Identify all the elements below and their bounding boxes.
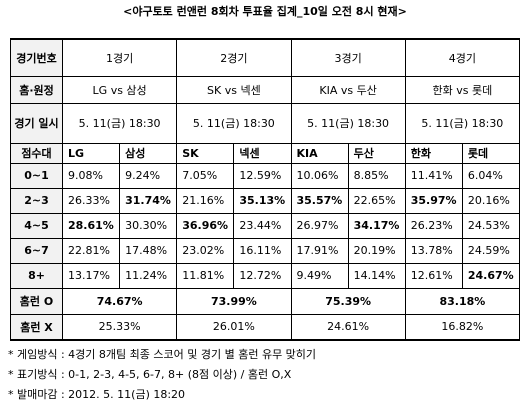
cell: 5. 11(금) 18:30: [176, 102, 292, 144]
cell: 두산: [347, 142, 406, 164]
notes: * 게임방식 : 4경기 8개팀 최종 스코어 및 경기 별 홈런 유무 맞히기…: [8, 345, 316, 405]
cell: 8.85%: [347, 162, 406, 189]
cell: 한화 vs 롯데: [404, 75, 521, 104]
table-row: 홈·원정 LG vs 삼성 SK vs 넥센 KIA vs 두산 한화 vs 롯데: [10, 75, 521, 104]
cell: 17.91%: [290, 237, 349, 264]
cell: 삼성: [119, 142, 178, 164]
cell: 83.18%: [404, 287, 521, 315]
cell: 13.78%: [404, 237, 463, 264]
cell: 12.72%: [233, 262, 292, 289]
cell: 26.23%: [404, 212, 463, 239]
cell: 35.97%: [404, 187, 463, 214]
table-row: 2~3 26.33% 31.74% 21.16% 35.13% 35.57% 22.65% 3…: [10, 187, 521, 214]
cell: 34.17%: [347, 212, 406, 239]
cell: SK vs 넥센: [176, 75, 292, 104]
cell: 5. 11(금) 18:30: [61, 102, 178, 144]
cell: 26.97%: [290, 212, 349, 239]
cell: 5. 11(금) 18:30: [290, 102, 406, 144]
cell: 13.17%: [61, 262, 121, 289]
cell: 24.53%: [461, 212, 521, 239]
table-row: 홈런 X 25.33% 26.01% 24.61% 16.82%: [10, 313, 521, 341]
cell: 75.39%: [290, 287, 406, 315]
table-row: 홈런 O 74.67% 73.99% 75.39% 83.18%: [10, 287, 521, 315]
cell: 12.59%: [233, 162, 292, 189]
cell: 11.81%: [176, 262, 235, 289]
cell: 한화: [404, 142, 463, 164]
cell: 30.30%: [119, 212, 178, 239]
cell: 25.33%: [61, 313, 178, 341]
cell: 28.61%: [61, 212, 121, 239]
table-row: 8+ 13.17% 11.24% 11.81% 12.72% 9.49% 14.14% 12.…: [10, 262, 521, 289]
cell: 36.96%: [176, 212, 235, 239]
table-row: 경기번호 1경기 2경기 3경기 4경기: [10, 38, 521, 77]
cell: LG vs 삼성: [61, 75, 178, 104]
cell: 9.08%: [61, 162, 121, 189]
cell: 21.16%: [176, 187, 235, 214]
note: * 게임방식 : 4경기 8개팀 최종 스코어 및 경기 별 홈런 유무 맞히기: [8, 348, 317, 361]
cell: 9.49%: [290, 262, 349, 289]
cell: 22.65%: [347, 187, 406, 214]
cell: 31.74%: [119, 187, 178, 214]
cell: 35.13%: [233, 187, 292, 214]
cell: 홈런 O: [10, 287, 63, 315]
note: * 표기방식 : 0-1, 2-3, 4-5, 6-7, 8+ (8점 이상) …: [8, 368, 292, 381]
cell: 24.61%: [290, 313, 406, 341]
cell: 22.81%: [61, 237, 121, 264]
cell: 경기번호: [10, 38, 63, 77]
table-row: 4~5 28.61% 30.30% 36.96% 23.44% 26.97% 34.17% 2…: [10, 212, 521, 239]
cell: 11.24%: [119, 262, 178, 289]
cell: 35.57%: [290, 187, 349, 214]
cell: 16.82%: [404, 313, 521, 341]
cell: 4~5: [10, 212, 63, 239]
cell: 17.48%: [119, 237, 178, 264]
cell: 4경기: [404, 38, 521, 77]
cell: 20.19%: [347, 237, 406, 264]
note: * 발매마감 : 2012. 5. 11(금) 18:20: [8, 388, 186, 401]
vote-table: 경기번호 1경기 2경기 3경기 4경기 홈·원정 LG vs 삼성 SK vs 넥센 KIA …: [10, 38, 521, 341]
cell: 5. 11(금) 18:30: [404, 102, 521, 144]
cell: KIA: [290, 142, 349, 164]
cell: 24.59%: [461, 237, 521, 264]
cell: 16.11%: [233, 237, 292, 264]
cell: 26.01%: [176, 313, 292, 341]
cell: 8+: [10, 262, 63, 289]
cell: 1경기: [61, 38, 178, 77]
table-row: 경기 일시 5. 11(금) 18:30 5. 11(금) 18:30 5. 11(금…: [10, 102, 521, 144]
cell: LG: [61, 142, 121, 164]
title: <야구토토 런앤런 8회차 투표율 집계_10일 오전 8시 현재>: [123, 5, 407, 18]
cell: 경기 일시: [10, 102, 63, 144]
cell: 24.67%: [461, 262, 521, 289]
cell: 10.06%: [290, 162, 349, 189]
table-row: 6~7 22.81% 17.48% 23.02% 16.11% 17.91% 20.19% 1…: [10, 237, 521, 264]
table-row: 점수대 LG 삼성 SK 넥센 KIA 두산 한화 롯데: [10, 142, 521, 164]
cell: 74.67%: [61, 287, 178, 315]
cell: 73.99%: [176, 287, 292, 315]
cell: 홈런 X: [10, 313, 63, 341]
cell: 3경기: [290, 38, 406, 77]
cell: 넥센: [233, 142, 292, 164]
cell: 2~3: [10, 187, 63, 214]
cell: 0~1: [10, 162, 63, 189]
cell: 23.44%: [233, 212, 292, 239]
cell: 11.41%: [404, 162, 463, 189]
cell: 6.04%: [461, 162, 521, 189]
cell: 26.33%: [61, 187, 121, 214]
table-row: 0~1 9.08% 9.24% 7.05% 12.59% 10.06% 8.85% 11.41…: [10, 162, 521, 189]
cell: 6~7: [10, 237, 63, 264]
cell: 롯데: [461, 142, 521, 164]
cell: 9.24%: [119, 162, 178, 189]
cell: 23.02%: [176, 237, 235, 264]
cell: 점수대: [10, 142, 63, 164]
cell: 7.05%: [176, 162, 235, 189]
cell: 20.16%: [461, 187, 521, 214]
cell: 홈·원정: [10, 75, 63, 104]
cell: 14.14%: [347, 262, 406, 289]
cell: KIA vs 두산: [290, 75, 406, 104]
cell: 12.61%: [404, 262, 463, 289]
cell: 2경기: [176, 38, 292, 77]
cell: SK: [176, 142, 235, 164]
